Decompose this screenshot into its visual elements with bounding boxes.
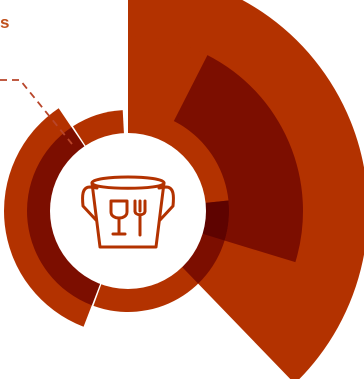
fragile-glass-fork-icon — [81, 175, 175, 249]
label-connector-line — [0, 79, 73, 145]
segment-label: s — [0, 13, 10, 32]
